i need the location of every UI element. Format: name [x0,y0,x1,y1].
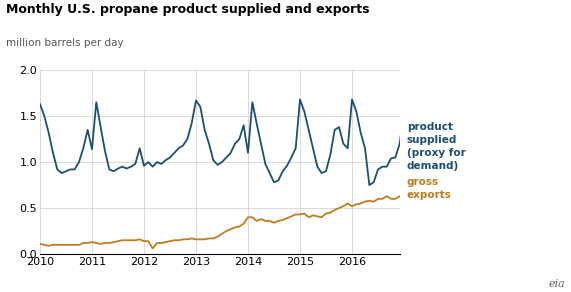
Text: Monthly U.S. propane product supplied and exports: Monthly U.S. propane product supplied an… [6,3,369,16]
Text: eia: eia [549,279,565,289]
Text: product
supplied
(proxy for
demand): product supplied (proxy for demand) [407,121,465,171]
Text: gross
exports: gross exports [407,177,452,200]
Text: million barrels per day: million barrels per day [6,38,123,48]
